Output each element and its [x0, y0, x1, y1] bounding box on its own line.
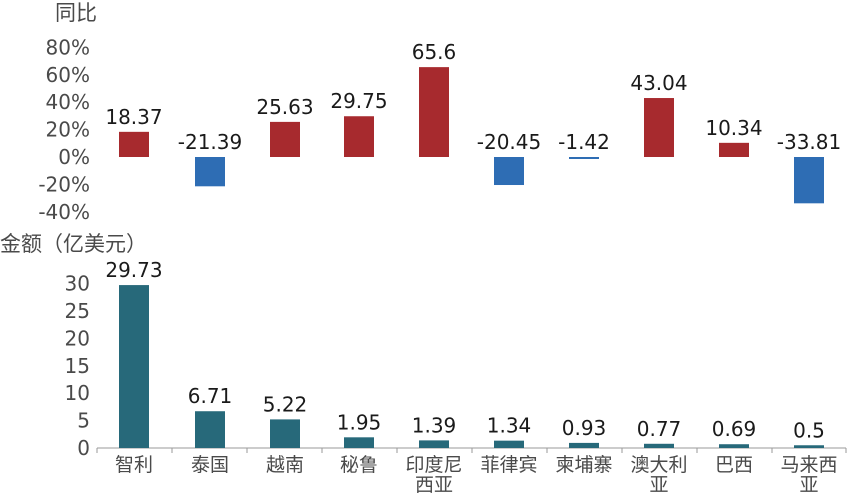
top-y-tick-label: 40% — [46, 90, 90, 114]
amount-value-label: 1.34 — [487, 414, 532, 438]
bottom-y-tick-label: 15 — [65, 354, 90, 378]
yoy-value-label: -21.39 — [178, 130, 242, 154]
x-category-label: 西亚 — [415, 474, 453, 493]
yoy-value-label: -1.42 — [558, 130, 610, 154]
amount-value-label: 1.95 — [337, 410, 382, 434]
yoy-bar — [119, 131, 149, 157]
yoy-value-label: 65.6 — [412, 40, 457, 64]
x-category-label: 亚 — [649, 474, 668, 493]
yoy-value-label: 25.63 — [256, 95, 313, 119]
yoy-value-label: 29.75 — [330, 89, 387, 113]
x-category-label: 印度尼 — [405, 454, 462, 476]
yoy-value-label: -33.81 — [777, 130, 841, 154]
top-y-tick-label: 20% — [46, 118, 90, 142]
bottom-y-tick-label: 20 — [65, 326, 90, 350]
yoy-value-label: 43.04 — [630, 71, 687, 95]
amount-bar — [195, 411, 225, 448]
yoy-bar — [719, 142, 749, 157]
yoy-bar — [794, 157, 824, 204]
yoy-value-label: -20.45 — [477, 130, 541, 154]
top-y-tick-label: -40% — [38, 200, 90, 224]
amount-bar — [419, 440, 449, 448]
amount-value-label: 0.5 — [793, 418, 825, 442]
top-y-tick-label: 60% — [46, 63, 90, 87]
amount-value-label: 6.71 — [188, 384, 233, 408]
bottom-chart-ylabel: 金额（亿美元） — [0, 232, 147, 256]
yoy-chart: 80% 60% 40% 20% 0% -20% -40% 18.37 -21.39 25.63 29… — [38, 35, 841, 223]
amount-bar — [569, 442, 599, 448]
top-y-tick-label: 0% — [58, 145, 90, 169]
x-category-label: 马来西 — [780, 454, 837, 476]
x-category-label: 越南 — [266, 454, 304, 476]
top-y-tick-label: -20% — [38, 172, 90, 196]
amount-bar — [344, 437, 374, 448]
amount-bar — [794, 445, 824, 448]
amount-bar — [119, 285, 149, 448]
x-category-label: 智利 — [115, 454, 153, 476]
amount-value-label: 0.77 — [637, 417, 682, 441]
yoy-bar — [419, 67, 449, 157]
bottom-y-tick-label: 25 — [65, 299, 90, 323]
amount-chart: 30 25 20 15 10 5 0 29.73 智利 6.71 泰国 5.22 越南 1.95 秘鲁 1.3… — [65, 258, 847, 493]
yoy-bar — [494, 157, 524, 186]
amount-bar — [270, 419, 300, 448]
amount-bar — [644, 443, 674, 448]
amount-value-label: 29.73 — [105, 258, 162, 282]
yoy-bar — [644, 98, 674, 157]
amount-bar — [494, 440, 524, 448]
yoy-value-label: 10.34 — [705, 116, 762, 140]
x-category-label: 柬埔寨 — [555, 454, 612, 476]
bottom-y-tick-label: 5 — [77, 409, 90, 433]
yoy-bar — [195, 157, 225, 187]
yoy-bar — [344, 116, 374, 157]
yoy-bar — [270, 121, 300, 157]
bottom-y-tick-label: 30 — [65, 272, 90, 296]
amount-value-label: 0.69 — [712, 417, 757, 441]
amount-value-label: 1.39 — [412, 413, 457, 437]
x-category-label: 亚 — [799, 474, 818, 493]
yoy-bar — [569, 157, 599, 159]
amount-value-label: 0.93 — [562, 416, 607, 440]
amount-value-label: 5.22 — [263, 392, 308, 416]
x-category-label: 菲律宾 — [480, 454, 537, 476]
x-category-label: 泰国 — [191, 454, 229, 476]
amount-bar — [719, 444, 749, 448]
x-category-label: 巴西 — [715, 454, 753, 476]
top-chart-ylabel: 同比 — [55, 1, 97, 25]
bottom-y-tick-label: 10 — [65, 381, 90, 405]
yoy-value-label: 18.37 — [105, 105, 162, 129]
x-category-label: 秘鲁 — [340, 454, 378, 476]
bottom-y-tick-label: 0 — [77, 436, 90, 460]
x-category-label: 澳大利 — [630, 454, 687, 476]
top-y-tick-label: 80% — [46, 35, 90, 59]
